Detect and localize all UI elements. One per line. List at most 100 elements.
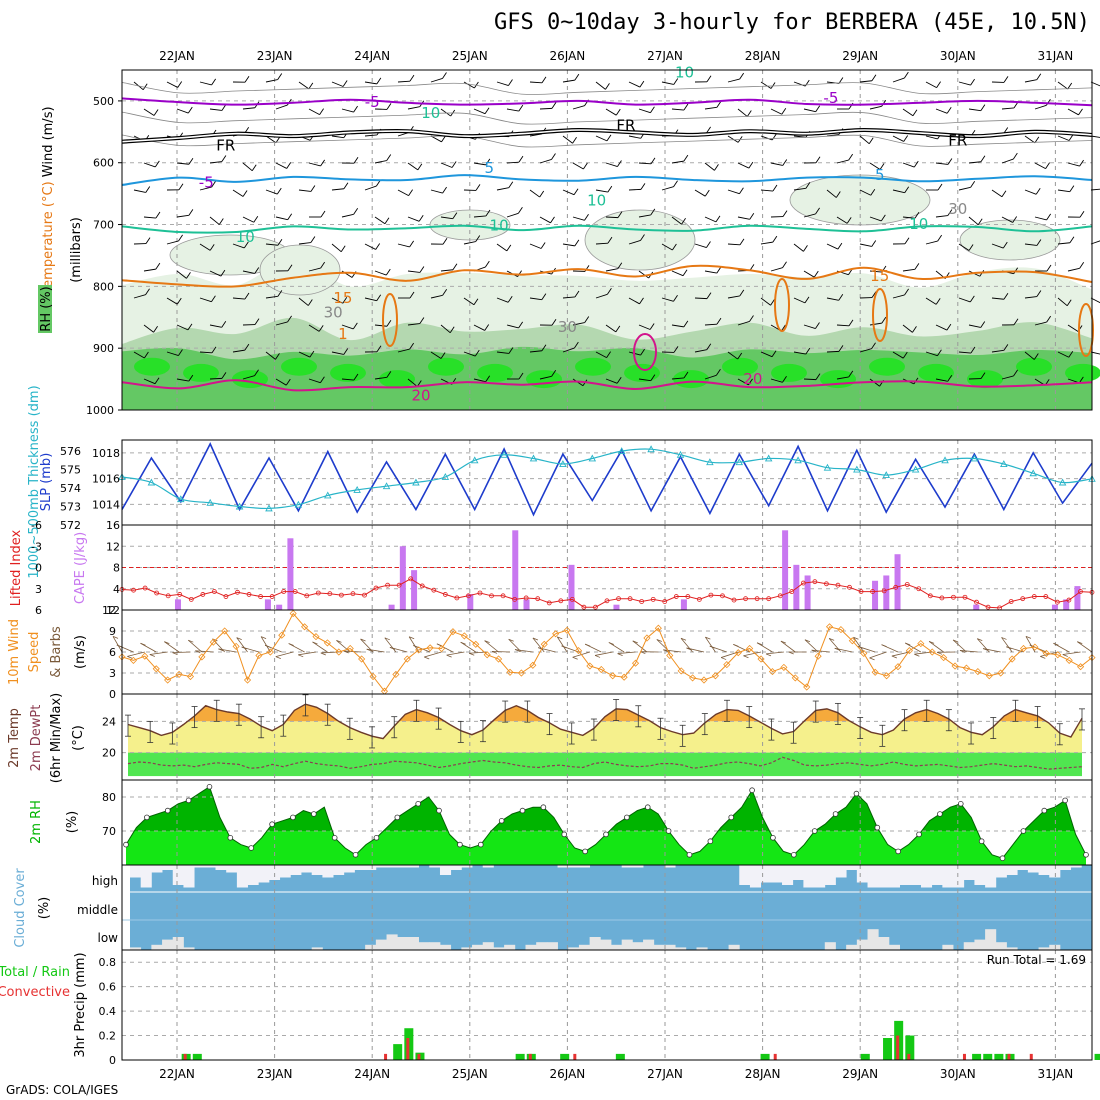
wind-barb: [331, 135, 344, 139]
wind-barb: [902, 162, 915, 168]
cloud-high-bar: [760, 865, 772, 883]
wind-barb-flag: [417, 163, 423, 171]
wind-barb-flag: [739, 238, 745, 246]
wind10m-barb-flag: [914, 653, 920, 657]
wind-barb: [661, 297, 674, 302]
cape-bar: [680, 599, 687, 610]
axis-label-part: RH (%): [39, 286, 54, 331]
wind-barb: [242, 216, 254, 223]
rh-contour: [121, 111, 1093, 125]
wind-barb-flag: [518, 207, 523, 214]
wind-barb-flag: [673, 78, 679, 85]
cloud-low-bar: [985, 929, 997, 950]
wind-barb: [176, 108, 189, 114]
rh-area-dark: [122, 346, 1092, 410]
wind-barb-flag: [879, 163, 885, 170]
wind10m-marker: [643, 634, 651, 642]
wind-barb: [1090, 135, 1100, 138]
axis-label-part: Wind (m/s): [41, 106, 56, 181]
cloud-high-bar: [311, 865, 323, 875]
li-marker: [1054, 599, 1060, 605]
wind-barb: [869, 216, 882, 222]
wind-barb-flag: [969, 295, 975, 303]
wind-barb-flag: [871, 342, 876, 349]
wind10m-marker: [654, 624, 662, 632]
wind-barb: [803, 270, 815, 278]
wind-barb-flag: [782, 210, 788, 217]
wind10m-marker: [677, 667, 685, 675]
contour-label: 20: [411, 387, 430, 405]
cape-bar: [973, 604, 980, 610]
rh2m-marker: [603, 831, 609, 838]
contour-label: 30: [558, 318, 577, 336]
wind-barb-flag: [815, 322, 820, 329]
wind10m-tick-label: 6: [109, 646, 116, 659]
precip-conv-bar: [1007, 1053, 1011, 1060]
wind-barb-flag: [441, 135, 446, 143]
wind10m-marker: [289, 609, 297, 618]
cloud-high-bar: [365, 865, 377, 870]
wind-barb: [242, 107, 255, 110]
wind-barb-flag: [285, 378, 291, 386]
cloud-high-bar: [782, 865, 794, 885]
wind-barb: [364, 134, 377, 137]
cloud-low-bar: [653, 944, 665, 950]
wind-barb: [671, 108, 684, 111]
wind-barb: [166, 81, 178, 88]
wind-barb-flag: [155, 211, 161, 219]
wind-barb-flag: [386, 103, 392, 110]
wind-barb-flag: [408, 189, 413, 196]
wind10m-barb: [514, 649, 533, 653]
wind-barb-flag: [474, 349, 480, 357]
wind-barb-flag: [813, 270, 819, 278]
wind-barb: [760, 189, 773, 192]
wind-barb-flag: [376, 345, 382, 353]
cloud-high-bar: [899, 865, 911, 885]
cloud-low-bar: [461, 947, 473, 950]
wind-barb-flag: [539, 190, 545, 198]
wind10m-barb-flag: [164, 641, 170, 645]
rh2m-marker: [999, 855, 1006, 861]
wind-barb-flag: [244, 75, 250, 83]
wind-barb-flag: [572, 136, 577, 144]
contour-label: -5: [823, 89, 838, 107]
wind-barb: [199, 81, 212, 86]
contour-label: 5: [485, 159, 495, 177]
axis-label-part: 2m RH: [29, 800, 44, 844]
wind10m-marker: [586, 662, 594, 670]
wind-barb-flag: [1002, 241, 1008, 249]
wind-barb: [892, 351, 904, 359]
wind-barb: [760, 351, 773, 358]
wind-barb-flag: [244, 292, 250, 300]
rh2m-marker: [227, 834, 234, 841]
rh-max-blob: [967, 370, 1003, 389]
rh2m-panel: 70 80 2m RH (%): [29, 779, 1093, 866]
wind-barb-flag: [682, 269, 688, 276]
wind10m-barb-flag: [977, 638, 983, 641]
wind-barb-flag: [739, 289, 745, 297]
precip-conv-bar: [406, 1038, 410, 1060]
precip-conv-bar: [528, 1053, 532, 1060]
wind-barb-flag: [310, 236, 316, 243]
wind-barb: [704, 162, 715, 171]
rh2m-marker: [290, 814, 296, 821]
thickness-marker: [706, 458, 714, 466]
y-tick-label: 900: [93, 342, 114, 355]
wind10m-marker: [1065, 656, 1073, 664]
cloud-high-bar: [664, 865, 676, 868]
wind-barb-flag: [211, 180, 217, 188]
rh2m-marker: [1020, 828, 1027, 834]
cloud-high-bar: [867, 865, 879, 888]
cloud-high-bar: [439, 865, 452, 875]
wind-barb: [308, 108, 320, 116]
wind-barb-flag: [781, 108, 787, 115]
wind-barb: [1090, 81, 1100, 87]
rh2m-marker: [436, 807, 442, 814]
li-tick-label: 6: [35, 604, 42, 617]
t2m-tick-label: 20: [102, 747, 116, 760]
cloud-low-bar: [546, 942, 558, 950]
wind-barb: [529, 243, 542, 249]
li-marker: [812, 579, 818, 585]
cloud-high-bar: [1027, 865, 1039, 873]
wind-barb: [638, 270, 649, 279]
